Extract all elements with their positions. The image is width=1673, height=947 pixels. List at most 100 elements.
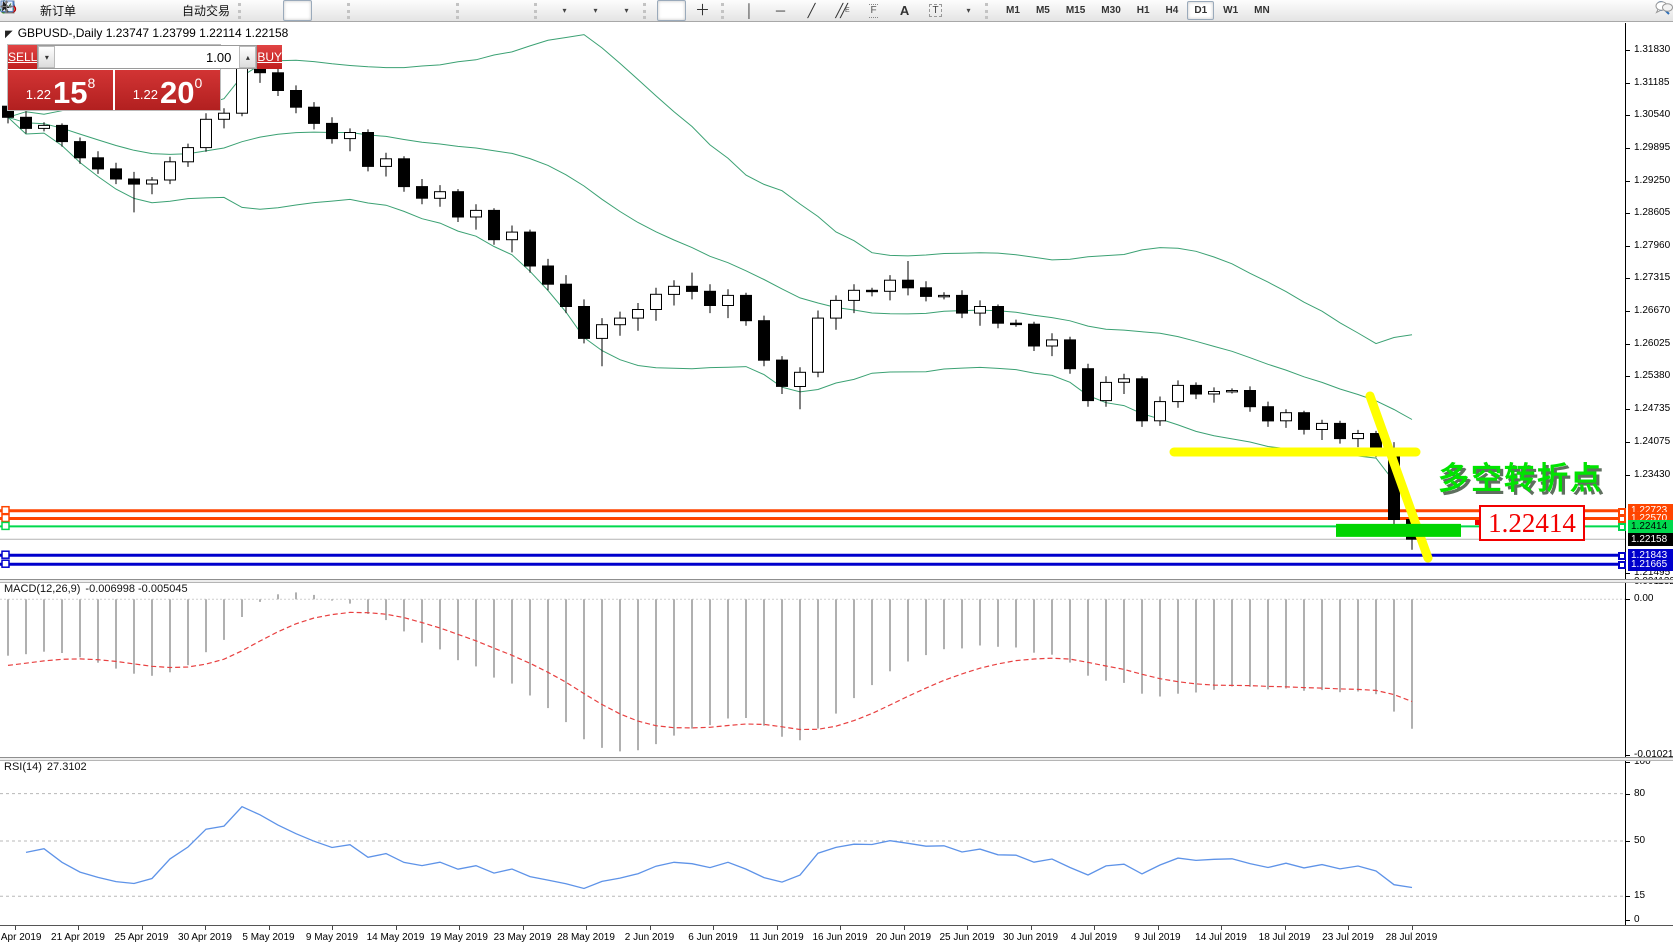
pane-splitter[interactable] (0, 757, 1673, 761)
vertical-line-button[interactable]: │ (735, 0, 764, 21)
axis-tick-label: 1.24075 (1634, 436, 1671, 448)
candlestick-chart-button[interactable] (1, 0, 313, 21)
axis-tick (1626, 793, 1630, 795)
price-callout-text: 1.22414 (1488, 508, 1576, 538)
tile-windows-button[interactable] (1, 0, 452, 21)
lot-size-input[interactable] (55, 46, 240, 68)
dropdown-arrow-icon[interactable]: ▾ (966, 6, 971, 15)
arrows-button[interactable]: ▾ (0, 0, 981, 21)
dropdown-arrow-icon[interactable]: ▾ (562, 6, 567, 15)
line-anchor-marker (1618, 523, 1626, 532)
candle-body (128, 178, 140, 185)
zoom-in-button[interactable] (1, 0, 390, 21)
line-handle[interactable] (1, 505, 10, 515)
timeframe-m5-button[interactable]: M5 (1035, 5, 1050, 16)
date-tick (522, 926, 524, 930)
label-handle[interactable] (1475, 520, 1480, 525)
candle-body (1154, 401, 1166, 422)
dropdown-arrow-icon[interactable]: ▾ (593, 6, 598, 15)
templates-button[interactable]: ▾ (0, 0, 639, 21)
indicators-button[interactable]: ▾ (0, 0, 577, 21)
timeframe-m30-button[interactable]: M30 (1101, 5, 1121, 16)
macd-canvas[interactable] (0, 581, 1625, 757)
horizontal-line-icon: ─ (775, 2, 786, 18)
axis-tick (1626, 376, 1630, 378)
price-callout-label[interactable]: 1.22414 (1475, 505, 1585, 541)
bollinger-band-line (7, 116, 1413, 420)
one-click-collapse-icon[interactable] (5, 26, 13, 40)
candle-body (1082, 368, 1094, 402)
price-axis[interactable]: 1.31830 1.31185 1.30540 1.29895 1.29250 1.286… (1618, 23, 1673, 925)
horizontal-line-button[interactable]: ─ (766, 0, 795, 21)
candle-body (1262, 406, 1274, 422)
macd-pane[interactable]: MACD(12,26,9) -0.006998 -0.005045 (0, 581, 1673, 757)
timeframe-h4-button[interactable]: H4 (1165, 5, 1179, 16)
date-tick (967, 926, 968, 930)
axis-tick-label: 1.25380 (1634, 370, 1671, 382)
turning-point-annotation[interactable]: 多空转折点 (1438, 461, 1603, 497)
new-order-button[interactable]: 新订单 (0, 0, 80, 21)
buy-price-pips: 0 (194, 75, 203, 91)
trendline-button[interactable]: ╱ (797, 0, 826, 21)
lot-increase-button[interactable] (239, 46, 257, 68)
crosshair-button[interactable]: ＋ (688, 0, 717, 21)
candle-body (362, 132, 374, 167)
toolbar-separator (347, 2, 356, 19)
timeframe-w1-button[interactable]: W1 (1223, 5, 1239, 16)
axis-tick (1626, 147, 1630, 149)
main-chart-canvas[interactable] (0, 23, 1625, 579)
buy-price-display[interactable]: 1.22 20 0 (115, 70, 220, 110)
axis-tick (1626, 762, 1630, 763)
lot-decrease-button[interactable] (38, 46, 56, 68)
gold-button[interactable] (2, 0, 111, 21)
text-button[interactable]: A (890, 0, 919, 21)
candle-body (1118, 378, 1130, 383)
auto-scroll-button[interactable] (1, 0, 499, 21)
community-button[interactable] (1, 0, 142, 21)
line-handle[interactable] (1, 550, 10, 559)
price-label: 1.21665 (1628, 557, 1673, 571)
axis-tick (1626, 474, 1630, 476)
candle-body (920, 287, 932, 297)
sell-button[interactable]: SELL (8, 45, 38, 69)
lot-size-box (37, 45, 258, 69)
autotrading-button[interactable]: 自动交易 (1, 0, 234, 21)
buy-button[interactable]: BUY (257, 45, 283, 69)
periods-button[interactable]: ▾ (0, 0, 608, 21)
text-icon: A (899, 2, 910, 18)
equidistant-channel-button[interactable]: ╱╱ E (828, 0, 857, 21)
zoom-out-button[interactable] (1, 0, 421, 21)
fibonacci-button[interactable]: F (859, 0, 888, 21)
main-chart-pane[interactable]: GBPUSD-,Daily 1.23747 1.23799 1.22114 1.… (0, 23, 1673, 579)
cursor-button[interactable] (2, 0, 687, 21)
axis-tick-label: 1.21495 (1634, 566, 1671, 578)
text-label-button[interactable]: T (921, 0, 950, 21)
autotrading-button-label: 自动交易 (182, 4, 231, 18)
timeframe-d1-button[interactable]: D1 (1187, 1, 1215, 20)
timeframe-m15-button[interactable]: M15 (1065, 5, 1086, 16)
line-handle[interactable] (1, 521, 10, 531)
axis-tick-label: 100 (1634, 756, 1651, 767)
sell-price-display[interactable]: 1.22 15 8 (8, 70, 113, 110)
timeframe-mn-button[interactable]: MN (1254, 5, 1270, 16)
rsi-pane[interactable]: RSI(14) 27.3102 (0, 759, 1673, 923)
bar-chart-button[interactable] (2, 0, 281, 21)
line-handle[interactable] (1, 513, 10, 523)
date-axis[interactable]: 15 Apr 2019 21 Apr 2019 25 Apr 2019 30 Apr … (0, 925, 1673, 947)
candle-body (92, 157, 104, 170)
line-chart-button[interactable] (0, 0, 343, 21)
signals-button[interactable] (1, 0, 173, 21)
axis-tick (1626, 896, 1630, 898)
chart-shift-button[interactable] (1, 0, 530, 21)
date-tick (649, 926, 651, 930)
candle-body (686, 285, 698, 292)
date-tick (903, 926, 905, 930)
rsi-canvas[interactable] (0, 759, 1625, 923)
timeframe-h1-button[interactable]: H1 (1136, 5, 1150, 16)
pane-splitter[interactable] (0, 579, 1673, 583)
dropdown-arrow-icon[interactable]: ▾ (624, 6, 629, 15)
line-handle[interactable] (1, 559, 10, 568)
candle-body (1298, 412, 1310, 430)
timeframe-m1-button[interactable]: M1 (1006, 5, 1020, 16)
